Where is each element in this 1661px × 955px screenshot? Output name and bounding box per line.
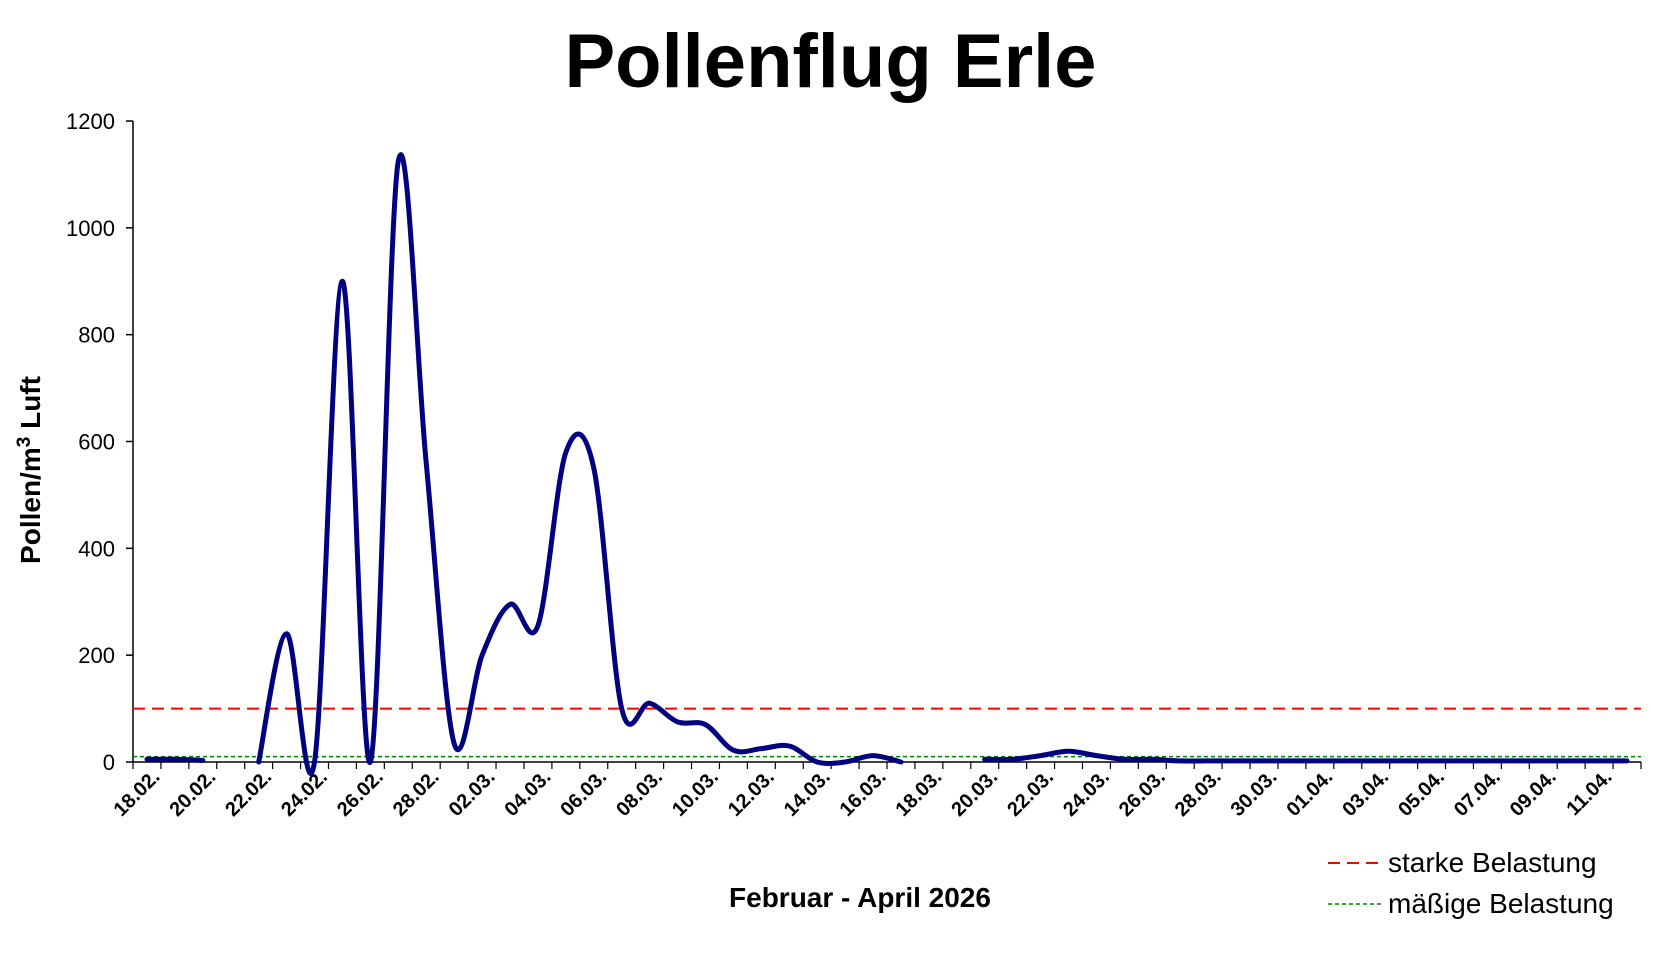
chart-title: Pollenflug Erle [564,19,1097,104]
threshold-lines [133,707,1641,758]
x-axis-title: Februar - April 2026 [729,882,991,913]
series-line [256,152,904,776]
y-axis-title: Pollen/m3 Luft [14,376,46,564]
series-line [144,756,206,763]
x-tick-label: 28.02. [389,766,444,821]
y-tick-label: 200 [78,643,115,668]
x-tick-label: 22.02. [221,766,276,821]
x-tick-label: 24.03. [1059,766,1114,821]
x-tick-label: 30.03. [1227,766,1282,821]
axes [132,121,1641,763]
y-ticks: 0 200 400 600 800 1000 1200 [66,109,133,775]
y-tick-label: 400 [78,536,115,561]
x-tick-label: 20.02. [165,766,220,821]
x-tick-label: 10.03. [668,766,723,821]
x-tick-label: 16.03. [836,766,891,821]
x-tick-label: 06.03. [556,766,611,821]
series [144,152,1630,776]
y-tick-label: 0 [103,750,115,775]
y-tick-label: 1200 [66,109,115,134]
x-tick-label: 28.03. [1171,766,1226,821]
x-tick-label: 01.04. [1282,766,1337,821]
x-tick-label: 18.02. [110,766,165,821]
x-tick-label: 12.03. [724,766,779,821]
x-tick-label: 20.03. [947,766,1002,821]
y-axis-title-part: Pollen/m [15,447,46,564]
x-tick-label: 14.03. [780,766,835,821]
legend-label: mäßige Belastung [1388,888,1614,919]
y-axis-title-text: Pollen/m3 Luft [14,376,46,564]
y-tick-label: 1000 [66,216,115,241]
y-tick-label: 600 [78,430,115,455]
series-line [982,748,1630,764]
x-ticks: 18.02. 20.02. 22.02. 24.02. 26.02. 28.02. 02.0… [110,762,1642,821]
x-tick-label: 07.04. [1450,766,1505,821]
x-tick-label: 18.03. [892,766,947,821]
x-tick-label: 05.04. [1394,766,1449,821]
x-tick-label: 11.04. [1563,766,1617,820]
x-tick-label: 24.02. [277,766,332,821]
x-tick-label: 26.02. [333,766,388,821]
x-tick-label: 02.03. [445,766,500,821]
y-tick-label: 800 [78,323,115,348]
x-tick-label: 26.03. [1115,766,1170,821]
x-tick-label: 09.04. [1506,766,1561,821]
y-axis-title-part: Luft [15,376,46,437]
legend: starke Belastung mäßige Belastung [1328,847,1614,919]
y-axis-title-superscript: 3 [14,437,35,448]
x-tick-label: 08.03. [612,766,667,821]
x-tick-label: 03.04. [1338,766,1393,821]
x-tick-label: 04.03. [501,766,556,821]
x-tick-label: 22.03. [1003,766,1058,821]
legend-label: starke Belastung [1388,847,1597,878]
